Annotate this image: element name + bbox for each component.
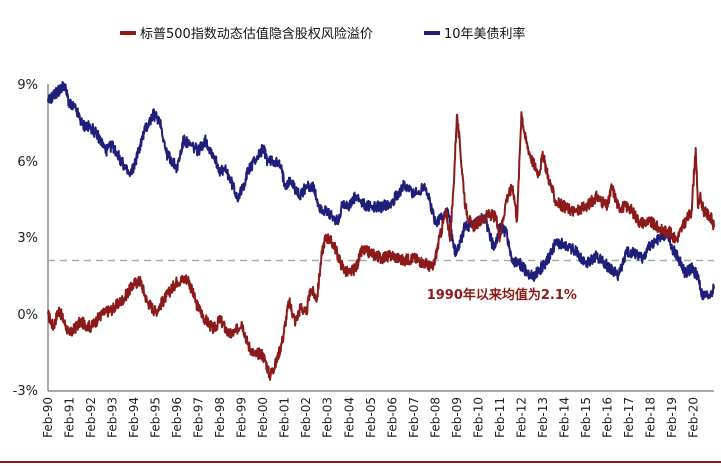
legend-label-erp: 标普500指数动态估值隐含股权风险溢价 — [140, 26, 373, 42]
x-tick-label: Feb-06 — [385, 397, 399, 438]
x-tick-label: Feb-16 — [601, 397, 615, 438]
x-tick-label: Feb-13 — [536, 397, 550, 438]
x-tick-label: Feb-12 — [514, 397, 528, 438]
legend-label-treasury: 10年美债利率 — [444, 26, 526, 42]
x-tick-label: Feb-96 — [170, 397, 184, 438]
y-axis: -3% 0% 3% 6% 9% — [13, 78, 49, 399]
x-tick-label: Feb-07 — [407, 397, 421, 438]
x-tick-label: Feb-99 — [235, 397, 249, 438]
x-tick-label: Feb-91 — [63, 397, 77, 438]
x-tick-label: Feb-10 — [471, 397, 485, 438]
series-line-treasury — [47, 81, 715, 301]
x-tick-label: Feb-19 — [665, 397, 679, 438]
x-tick-label: Feb-98 — [213, 397, 227, 438]
x-tick-label: Feb-14 — [557, 397, 571, 438]
x-tick-label: Feb-08 — [428, 397, 442, 438]
x-tick-label: Feb-20 — [687, 397, 701, 438]
x-tick-label: Feb-95 — [149, 397, 163, 438]
x-tick-label: Feb-03 — [321, 397, 335, 438]
x-tick-label: Feb-17 — [622, 397, 636, 438]
x-tick-label: Feb-15 — [579, 397, 593, 438]
y-tick-label: 0% — [17, 308, 38, 323]
x-tick-label: Feb-92 — [84, 397, 98, 438]
x-tick-labels: Feb-90 Feb-91 Feb-92 Feb-93 Feb-94 Feb-95 Feb-… — [41, 397, 701, 438]
x-tick-label: Feb-90 — [41, 397, 55, 438]
mean-annotation: 1990年以来均值为2.1% — [427, 287, 577, 303]
x-tick-label: Feb-18 — [644, 397, 658, 438]
x-tick-label: Feb-05 — [364, 397, 378, 438]
legend: 标普500指数动态估值隐含股权风险溢价 10年美债利率 — [120, 26, 526, 42]
y-tick-label: 6% — [17, 155, 38, 170]
series-layer — [47, 81, 715, 381]
y-tick-label: 9% — [17, 78, 38, 93]
x-tick-label: Feb-00 — [256, 397, 270, 438]
y-tick-label: 3% — [17, 231, 38, 246]
y-tick-label: -3% — [13, 384, 38, 399]
x-tick-label: Feb-93 — [106, 397, 120, 438]
x-tick-label: Feb-94 — [127, 397, 141, 438]
x-axis: Feb-90 Feb-91 Feb-92 Feb-93 Feb-94 Feb-95 Feb-… — [41, 390, 714, 438]
x-tick-label: Feb-09 — [450, 397, 464, 438]
x-tick-label: Feb-04 — [342, 397, 356, 438]
x-tick-label: Feb-11 — [493, 397, 507, 438]
x-tick-label: Feb-02 — [299, 397, 313, 438]
series-line-erp — [47, 111, 715, 381]
x-tick-label: Feb-97 — [192, 397, 206, 438]
x-tick-label: Feb-01 — [278, 397, 292, 438]
